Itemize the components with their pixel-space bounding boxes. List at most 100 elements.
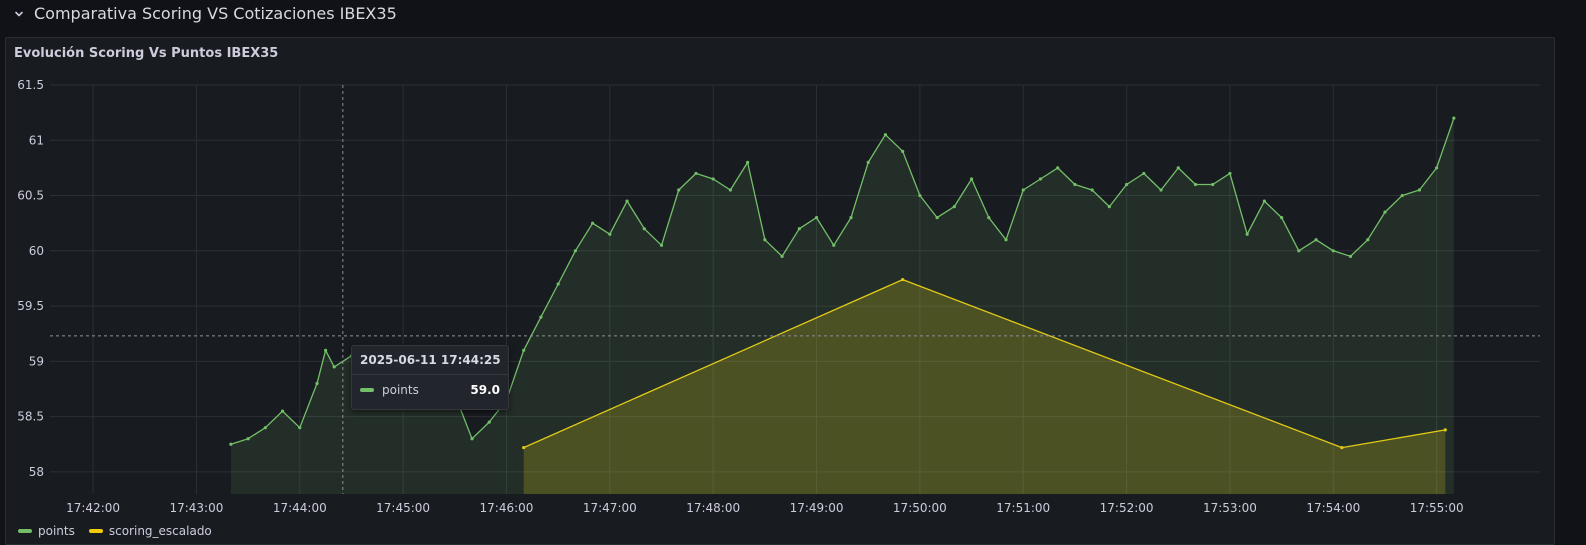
- series-point-points: [642, 227, 646, 231]
- series-point-points: [918, 193, 922, 198]
- chart-axes: 58 58.5 59 59.5 60 60.5 61 61.5 17:42:00 17:43:00…: [17, 78, 1463, 515]
- x-tick-label: 17:52:00: [1100, 501, 1154, 515]
- series-point-points: [1435, 166, 1439, 170]
- series-point-points: [246, 437, 250, 441]
- series-point-points: [1159, 188, 1163, 192]
- legend-item-points[interactable]: points: [18, 524, 75, 538]
- series-point-points: [901, 149, 905, 153]
- y-tick-label: 61: [29, 133, 44, 147]
- y-tick-label: 59.5: [17, 299, 44, 313]
- series-point-points: [780, 254, 784, 258]
- series-point-points: [728, 188, 733, 192]
- series-point-points: [987, 216, 991, 220]
- series-point-points: [1004, 238, 1008, 242]
- chart-cursor: [50, 85, 1540, 494]
- series-point-points: [1452, 116, 1456, 120]
- tooltip-row: points 59.0: [360, 383, 500, 397]
- series-point-points: [832, 243, 836, 247]
- x-tick-label: 17:43:00: [169, 501, 223, 515]
- series-line-scoring_escalado: [523, 278, 1446, 449]
- chevron-down-icon[interactable]: [12, 7, 26, 21]
- series-point-points: [332, 365, 336, 369]
- tooltip-time: 2025-06-11 17:44:25: [360, 353, 501, 367]
- series-point-points: [814, 216, 819, 220]
- legend-swatch-points: [18, 529, 32, 533]
- series-point-points: [659, 243, 664, 247]
- series-point-points: [1211, 182, 1215, 187]
- series-point-points: [797, 227, 801, 231]
- series-point-scoring_escalado: [1340, 445, 1344, 450]
- series-point-points: [1107, 204, 1111, 209]
- series-point-points: [1400, 193, 1404, 198]
- series-point-points: [1297, 249, 1301, 253]
- series-point-points: [866, 160, 870, 164]
- series-point-points: [1193, 182, 1198, 187]
- series-point-points: [711, 177, 715, 181]
- series-point-points: [315, 381, 319, 386]
- series-point-points: [1348, 254, 1353, 258]
- series-point-points: [487, 420, 491, 424]
- legend-item-scoring[interactable]: scoring_escalado: [88, 524, 212, 538]
- x-tick-label: 17:53:00: [1203, 501, 1257, 515]
- chart-series: [229, 116, 1456, 494]
- y-tick-label: 60: [29, 244, 44, 258]
- series-point-points: [522, 348, 526, 352]
- series-point-points: [1331, 249, 1335, 253]
- x-tick-label: 17:42:00: [66, 501, 120, 515]
- series-point-points: [1038, 177, 1043, 181]
- x-tick-label: 17:51:00: [996, 501, 1050, 515]
- series-point-points: [573, 249, 577, 253]
- series-point-points: [229, 442, 233, 446]
- y-tick-label: 58: [29, 465, 44, 479]
- x-tick-label: 17:47:00: [583, 501, 637, 515]
- series-point-points: [1124, 182, 1129, 187]
- series-point-points: [694, 171, 698, 176]
- series-point-points: [280, 409, 285, 413]
- x-tick-label: 17:49:00: [790, 501, 844, 515]
- series-point-points: [1176, 166, 1180, 170]
- series-point-points: [746, 160, 750, 164]
- legend-swatch-scoring: [88, 529, 103, 533]
- series-point-points: [1228, 171, 1232, 176]
- y-tick-label: 58.5: [17, 410, 44, 424]
- chart-panel: Evolución Scoring Vs Puntos IBEX35: [5, 37, 1555, 545]
- series-point-points: [849, 216, 853, 220]
- series-point-points: [263, 426, 267, 430]
- panel-title[interactable]: Evolución Scoring Vs Puntos IBEX35: [14, 46, 279, 61]
- series-point-points: [539, 315, 543, 319]
- series-point-points: [883, 133, 888, 137]
- legend-label-points: points: [38, 524, 75, 538]
- x-tick-label: 17:50:00: [893, 501, 947, 515]
- x-tick-label: 17:45:00: [376, 501, 430, 515]
- series-point-points: [1090, 188, 1094, 192]
- series-point-points: [677, 188, 681, 192]
- series-point-points: [1366, 238, 1370, 242]
- x-tick-label: 17:44:00: [273, 501, 327, 515]
- series-point-points: [763, 238, 767, 242]
- series-point-points: [625, 199, 629, 203]
- x-tick-label: 17:55:00: [1410, 501, 1464, 515]
- series-point-points: [969, 177, 974, 181]
- series-area-scoring_escalado: [523, 279, 1446, 494]
- series-point-points: [1383, 210, 1387, 214]
- series-point-points: [1280, 216, 1284, 220]
- x-tick-label: 17:48:00: [686, 501, 740, 515]
- series-point-points: [608, 232, 612, 236]
- series-point-scoring_escalado: [522, 445, 526, 450]
- series-point-points: [1073, 182, 1077, 187]
- legend-label-scoring: scoring_escalado: [108, 524, 212, 538]
- tooltip-swatch: [360, 388, 374, 392]
- tooltip-divider: [352, 374, 508, 375]
- series-point-points: [298, 426, 302, 430]
- series-point-points: [935, 216, 939, 220]
- series-point-points: [1262, 199, 1266, 203]
- series-point-points: [324, 348, 328, 352]
- x-tick-label: 17:46:00: [480, 501, 534, 515]
- chart-tooltip: 2025-06-11 17:44:25 points 59.0: [351, 345, 509, 410]
- row-title[interactable]: Comparativa Scoring VS Cotizaciones IBEX…: [34, 4, 397, 23]
- tooltip-value: 59.0: [470, 383, 500, 397]
- series-point-points: [1021, 188, 1025, 192]
- series-point-scoring_escalado: [1443, 428, 1447, 432]
- y-tick-label: 59: [29, 354, 44, 368]
